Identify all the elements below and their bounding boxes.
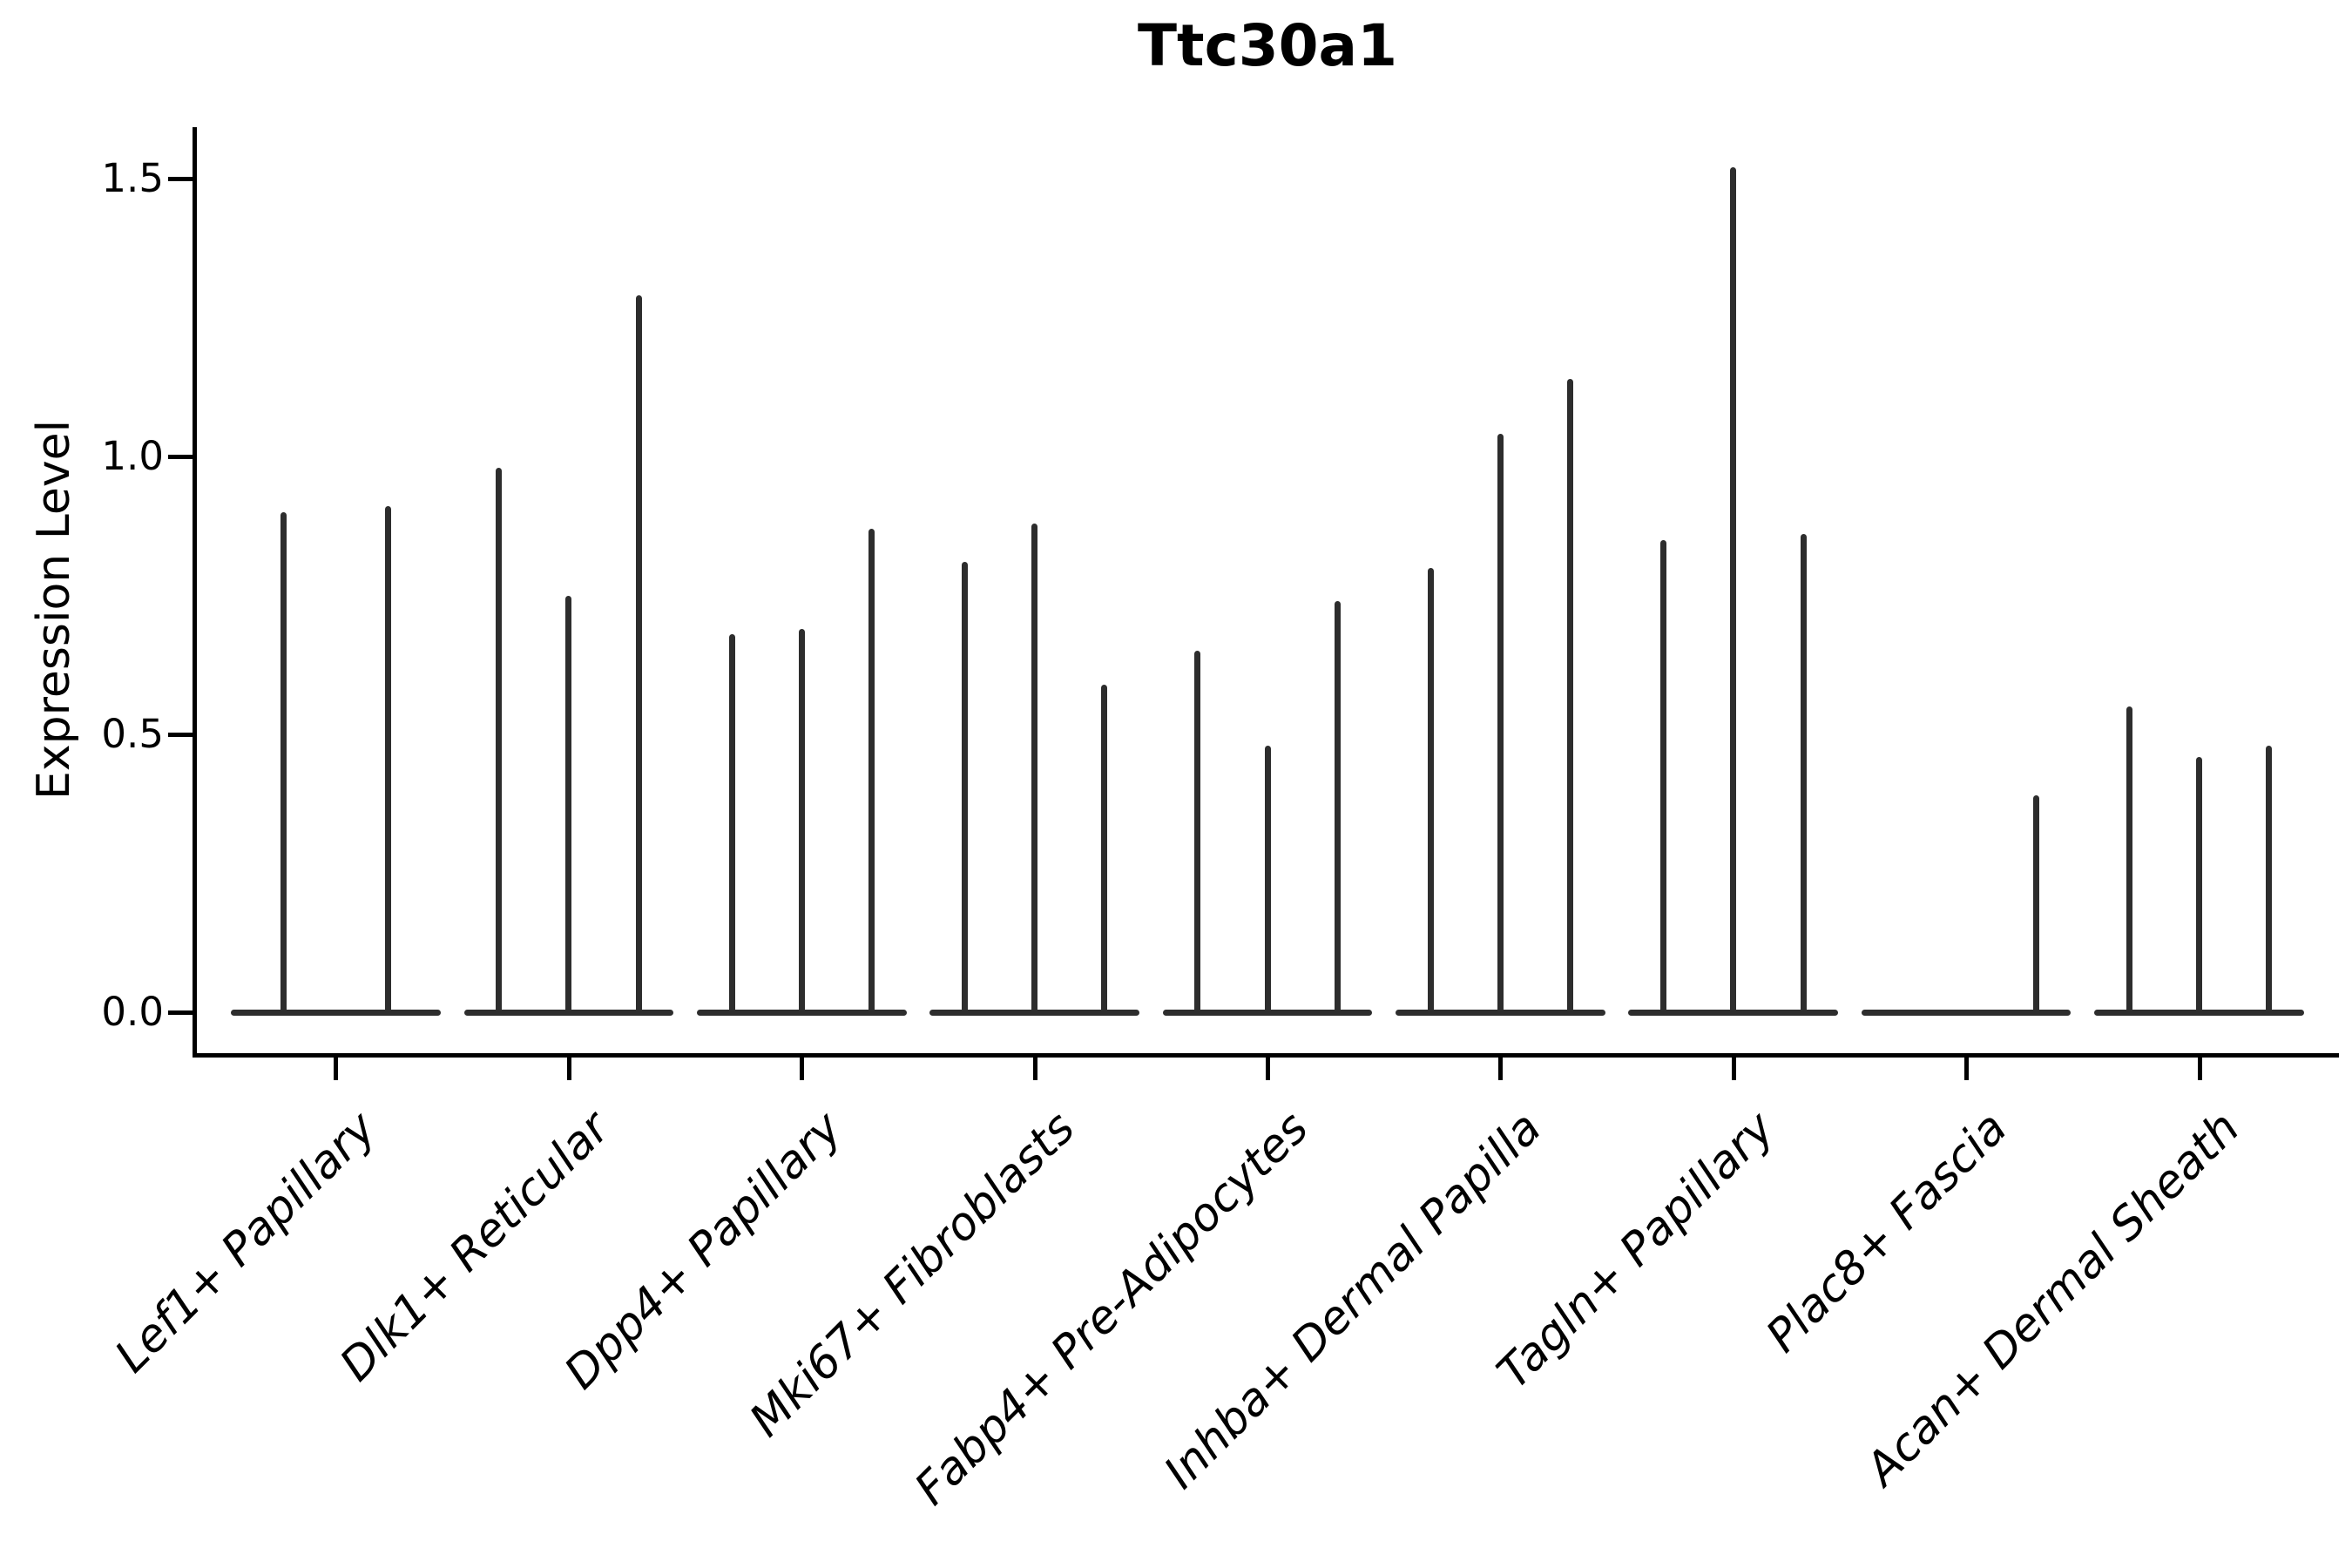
violin-max-spike xyxy=(385,506,392,1014)
violin-max-spike xyxy=(280,511,287,1014)
x-tick-label-6: Inhba+ Dermal Papilla xyxy=(1154,1102,1551,1499)
x-tick-mark xyxy=(566,1058,571,1080)
violin-max-spike xyxy=(635,294,642,1014)
x-tick-mark xyxy=(1032,1058,1037,1080)
y-tick-mark xyxy=(168,177,193,181)
x-tick-mark xyxy=(800,1058,805,1080)
violin-max-spike xyxy=(2196,756,2203,1014)
y-tick-label: 1.5 xyxy=(101,155,164,201)
x-tick-mark xyxy=(1731,1058,1736,1080)
y-tick-label: 0.5 xyxy=(101,711,164,757)
x-tick-mark xyxy=(1964,1058,1970,1080)
violin-max-spike xyxy=(1264,745,1271,1014)
violin-max-spike xyxy=(496,467,503,1014)
violin-max-spike xyxy=(728,634,735,1014)
violin-max-spike xyxy=(1427,567,1434,1014)
x-tick-label-5: Fabp4+ Pre-Adipocytes xyxy=(904,1102,1319,1516)
y-tick-label: 1.0 xyxy=(101,433,164,479)
violin-max-spike xyxy=(1101,684,1108,1014)
y-tick-mark xyxy=(168,455,193,459)
x-tick-mark xyxy=(334,1058,339,1080)
x-axis-spine xyxy=(193,1053,2339,1058)
y-axis-spine xyxy=(193,127,197,1058)
violin-base xyxy=(231,1010,441,1016)
y-tick-mark xyxy=(168,733,193,737)
x-tick-mark xyxy=(2197,1058,2202,1080)
y-tick-mark xyxy=(168,1010,193,1015)
violin-max-spike xyxy=(798,628,805,1014)
violin-max-spike xyxy=(868,528,875,1014)
violin-max-spike xyxy=(2032,795,2039,1014)
violin-max-spike xyxy=(2126,706,2132,1014)
violin-max-spike xyxy=(2266,745,2273,1014)
y-tick-label: 0.0 xyxy=(101,989,164,1035)
violin-max-spike xyxy=(1567,378,1574,1014)
x-tick-label-9: Acan+ Dermal Sheath xyxy=(1856,1102,2251,1496)
violin-max-spike xyxy=(1194,651,1201,1014)
violin-max-spike xyxy=(1730,167,1737,1014)
x-tick-label-8: Plac8+ Fascia xyxy=(1756,1102,2017,1363)
violin-max-spike xyxy=(1334,600,1341,1014)
x-tick-mark xyxy=(1266,1058,1270,1080)
violin-base xyxy=(1861,1010,2072,1016)
violin-max-spike xyxy=(1800,534,1807,1014)
x-tick-mark xyxy=(1498,1058,1504,1080)
violin-max-spike xyxy=(1031,523,1038,1014)
plot-title: Ttc30a1 xyxy=(1138,12,1397,79)
violin-max-spike xyxy=(1497,434,1504,1014)
violin-max-spike xyxy=(1660,539,1667,1014)
violin-max-spike xyxy=(565,595,572,1014)
violin-max-spike xyxy=(961,562,968,1014)
